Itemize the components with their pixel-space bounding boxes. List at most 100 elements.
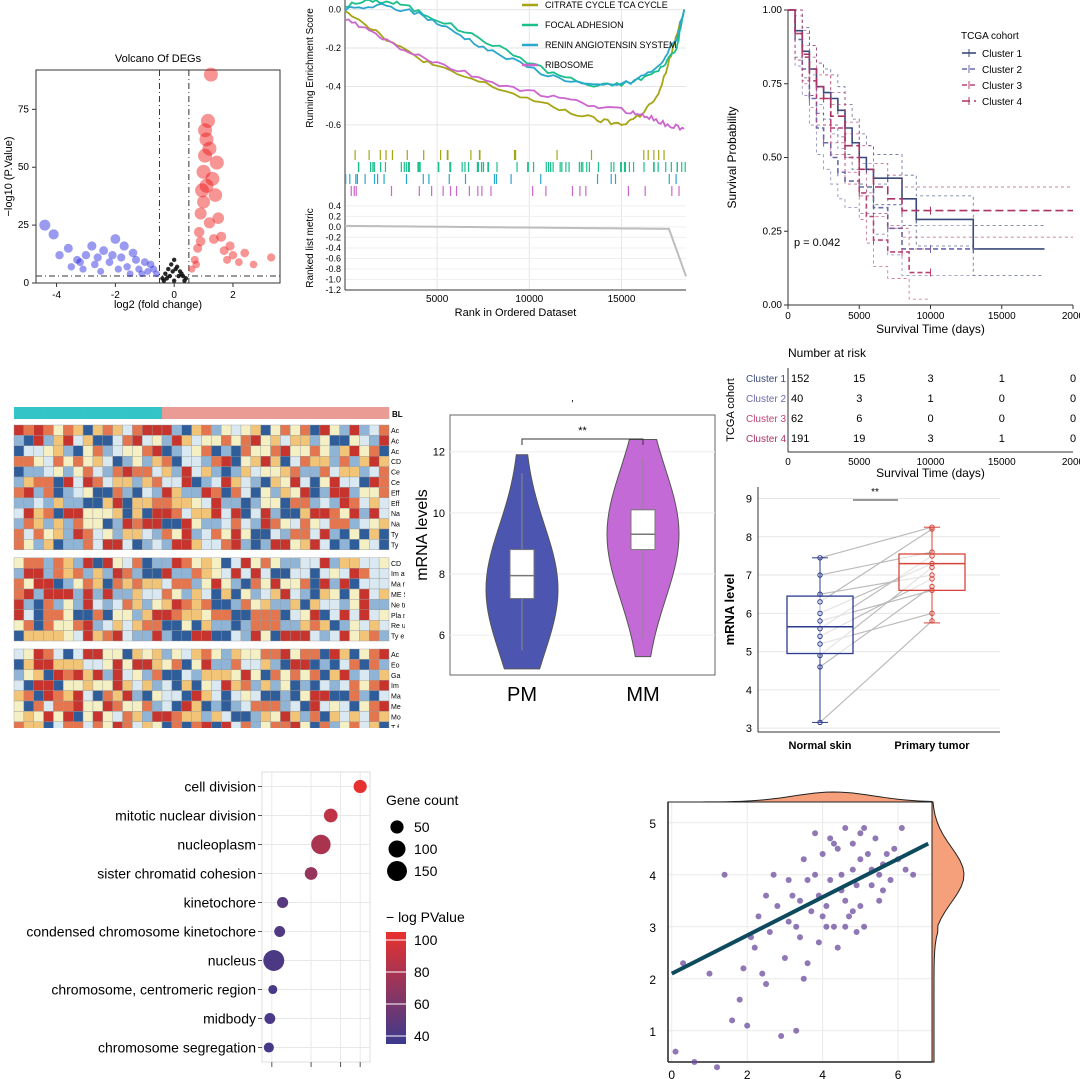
heatmap-cell bbox=[132, 721, 143, 728]
go-term-label: nucleus bbox=[208, 953, 256, 969]
heatmap-cell bbox=[33, 456, 44, 467]
heatmap-cell bbox=[309, 424, 321, 436]
paired-box-plot: 3 4 5 6 7 8 9 mRNA level Normal skin Primary tumo… bbox=[722, 487, 1000, 752]
heatmap-cell bbox=[260, 599, 271, 610]
volcano-point bbox=[198, 123, 213, 138]
heatmap-cell bbox=[122, 588, 133, 600]
heatmap-cell bbox=[221, 445, 232, 457]
heatmap-cell bbox=[23, 497, 34, 509]
heatmap-cell bbox=[290, 721, 301, 728]
y-tick-label: 9 bbox=[746, 493, 752, 505]
heatmap-cell bbox=[112, 588, 123, 600]
heatmap-cell bbox=[349, 476, 360, 488]
heatmap-cell bbox=[329, 630, 340, 642]
volcano-point bbox=[87, 241, 97, 251]
km-ci-upper bbox=[788, 9, 931, 250]
volcano-point bbox=[267, 253, 276, 262]
heatmap-cell bbox=[369, 630, 380, 642]
heatmap-cell bbox=[122, 659, 133, 670]
y-tick-label: 5 bbox=[746, 647, 752, 659]
heatmap-cell bbox=[221, 700, 232, 712]
heatmap-cell bbox=[23, 690, 34, 702]
heatmap-cell bbox=[102, 609, 113, 621]
heatmap-cell bbox=[23, 711, 34, 722]
heatmap-cell bbox=[92, 659, 104, 670]
heatmap-cell bbox=[112, 435, 123, 447]
heatmap-cell bbox=[378, 680, 390, 691]
heatmap-row-label: Ce bbox=[391, 470, 400, 477]
heatmap-cell bbox=[339, 659, 350, 670]
heatmap-cell bbox=[378, 700, 390, 712]
chart-title: Volcano Of DEGs bbox=[115, 53, 202, 65]
heatmap-cell bbox=[369, 567, 380, 579]
heatmap-cell bbox=[280, 609, 291, 621]
size-legend-label: 100 bbox=[414, 841, 438, 857]
heatmap-cell bbox=[359, 711, 370, 722]
heatmap-cell bbox=[260, 445, 271, 457]
heatmap-cell bbox=[171, 497, 182, 509]
heatmap-cell bbox=[53, 435, 64, 447]
heatmap-cell bbox=[201, 680, 212, 691]
heatmap-cell bbox=[92, 528, 104, 540]
volcano-point bbox=[193, 243, 203, 253]
heatmap-cell bbox=[92, 721, 104, 728]
scatter-point bbox=[740, 965, 747, 972]
x-tick-label: 10000 bbox=[515, 294, 543, 305]
heatmap-cell bbox=[151, 497, 163, 509]
heatmap-cell bbox=[112, 528, 123, 540]
heatmap-cell bbox=[13, 435, 25, 447]
km-ci-lower bbox=[788, 9, 931, 300]
heatmap-cell bbox=[132, 476, 143, 488]
heatmap-cell bbox=[43, 445, 54, 457]
heatmap-cell bbox=[359, 445, 370, 457]
heatmap-cell bbox=[230, 619, 242, 631]
heatmap-cell bbox=[211, 424, 222, 436]
heatmap-cell bbox=[349, 497, 360, 509]
heatmap-cell bbox=[378, 599, 390, 610]
group-bar-cell bbox=[290, 407, 301, 419]
heatmap-cell bbox=[299, 588, 311, 600]
group-bar-cell bbox=[102, 407, 113, 419]
x-category-label: Normal skin bbox=[789, 740, 852, 752]
volcano-point bbox=[219, 246, 229, 255]
heatmap-cell bbox=[171, 557, 182, 569]
heatmap-cell bbox=[329, 528, 340, 540]
heatmap-cell bbox=[53, 567, 64, 579]
heatmap-cell bbox=[349, 466, 360, 478]
heatmap-cell bbox=[329, 680, 340, 691]
heatmap-cell bbox=[270, 669, 281, 681]
data-point bbox=[817, 664, 823, 670]
heatmap-cell bbox=[270, 599, 281, 610]
volcano-point bbox=[105, 258, 114, 267]
heatmap-cell bbox=[260, 518, 271, 530]
heatmap-cell bbox=[132, 680, 143, 691]
heatmap-cell bbox=[23, 435, 34, 447]
heatmap-cell bbox=[270, 497, 281, 509]
heatmap-cell bbox=[43, 700, 54, 712]
heatmap-cell bbox=[230, 476, 242, 488]
heatmap-cell bbox=[201, 599, 212, 610]
heatmap-cell bbox=[181, 518, 192, 530]
heatmap-cell bbox=[319, 599, 330, 610]
heatmap-cell bbox=[369, 700, 380, 712]
heatmap-cell bbox=[13, 648, 25, 660]
heatmap-cell bbox=[112, 578, 123, 590]
x-tick-label: 5000 bbox=[848, 311, 871, 322]
heatmap-row-label: Ac bbox=[391, 428, 400, 435]
heatmap-cell bbox=[250, 435, 261, 447]
heatmap-cell bbox=[250, 680, 261, 691]
heatmap-cell bbox=[339, 456, 350, 467]
heatmap-cell bbox=[240, 619, 252, 631]
heatmap-cell bbox=[221, 466, 232, 478]
heatmap-cell bbox=[191, 700, 202, 712]
heatmap-cell bbox=[240, 609, 252, 621]
group-bar-cell bbox=[23, 407, 35, 419]
heatmap-cell bbox=[201, 557, 212, 569]
heatmap-cell bbox=[13, 466, 25, 478]
heatmap-row-label: Eo bbox=[391, 662, 400, 669]
group-bar-cell bbox=[63, 407, 74, 419]
heatmap-cell bbox=[290, 588, 301, 600]
heatmap-cell bbox=[122, 539, 133, 550]
heatmap-cell bbox=[13, 690, 25, 702]
heatmap-cell bbox=[339, 445, 350, 457]
